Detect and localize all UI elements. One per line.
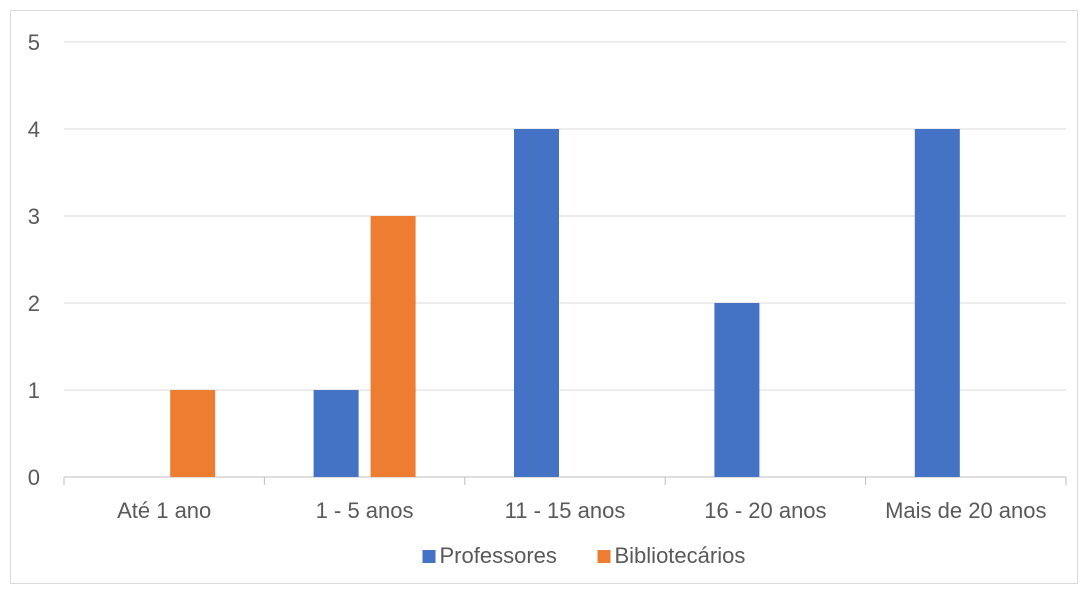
bar xyxy=(370,216,416,477)
y-tick-label: 1 xyxy=(28,378,40,403)
x-tick-label: Até 1 ano xyxy=(117,498,211,523)
legend-label: Professores xyxy=(440,543,557,568)
x-tick-label: 16 - 20 anos xyxy=(704,498,826,523)
y-tick-label: 4 xyxy=(28,117,40,142)
bar xyxy=(514,129,559,477)
bar xyxy=(170,390,216,477)
y-tick-label: 0 xyxy=(28,465,40,490)
bar xyxy=(313,390,359,477)
x-tick-label: 1 - 5 anos xyxy=(316,498,414,523)
y-tick-label: 5 xyxy=(28,30,40,55)
x-tick-label: Mais de 20 anos xyxy=(885,498,1046,523)
bar xyxy=(714,303,760,477)
legend-swatch xyxy=(597,550,611,563)
y-tick-label: 3 xyxy=(28,204,40,229)
legend-swatch xyxy=(422,550,436,563)
legend-label: Bibliotecários xyxy=(615,543,746,568)
x-tick-label: 11 - 15 anos xyxy=(505,498,626,523)
bar xyxy=(914,129,960,477)
y-tick-label: 2 xyxy=(28,291,40,316)
